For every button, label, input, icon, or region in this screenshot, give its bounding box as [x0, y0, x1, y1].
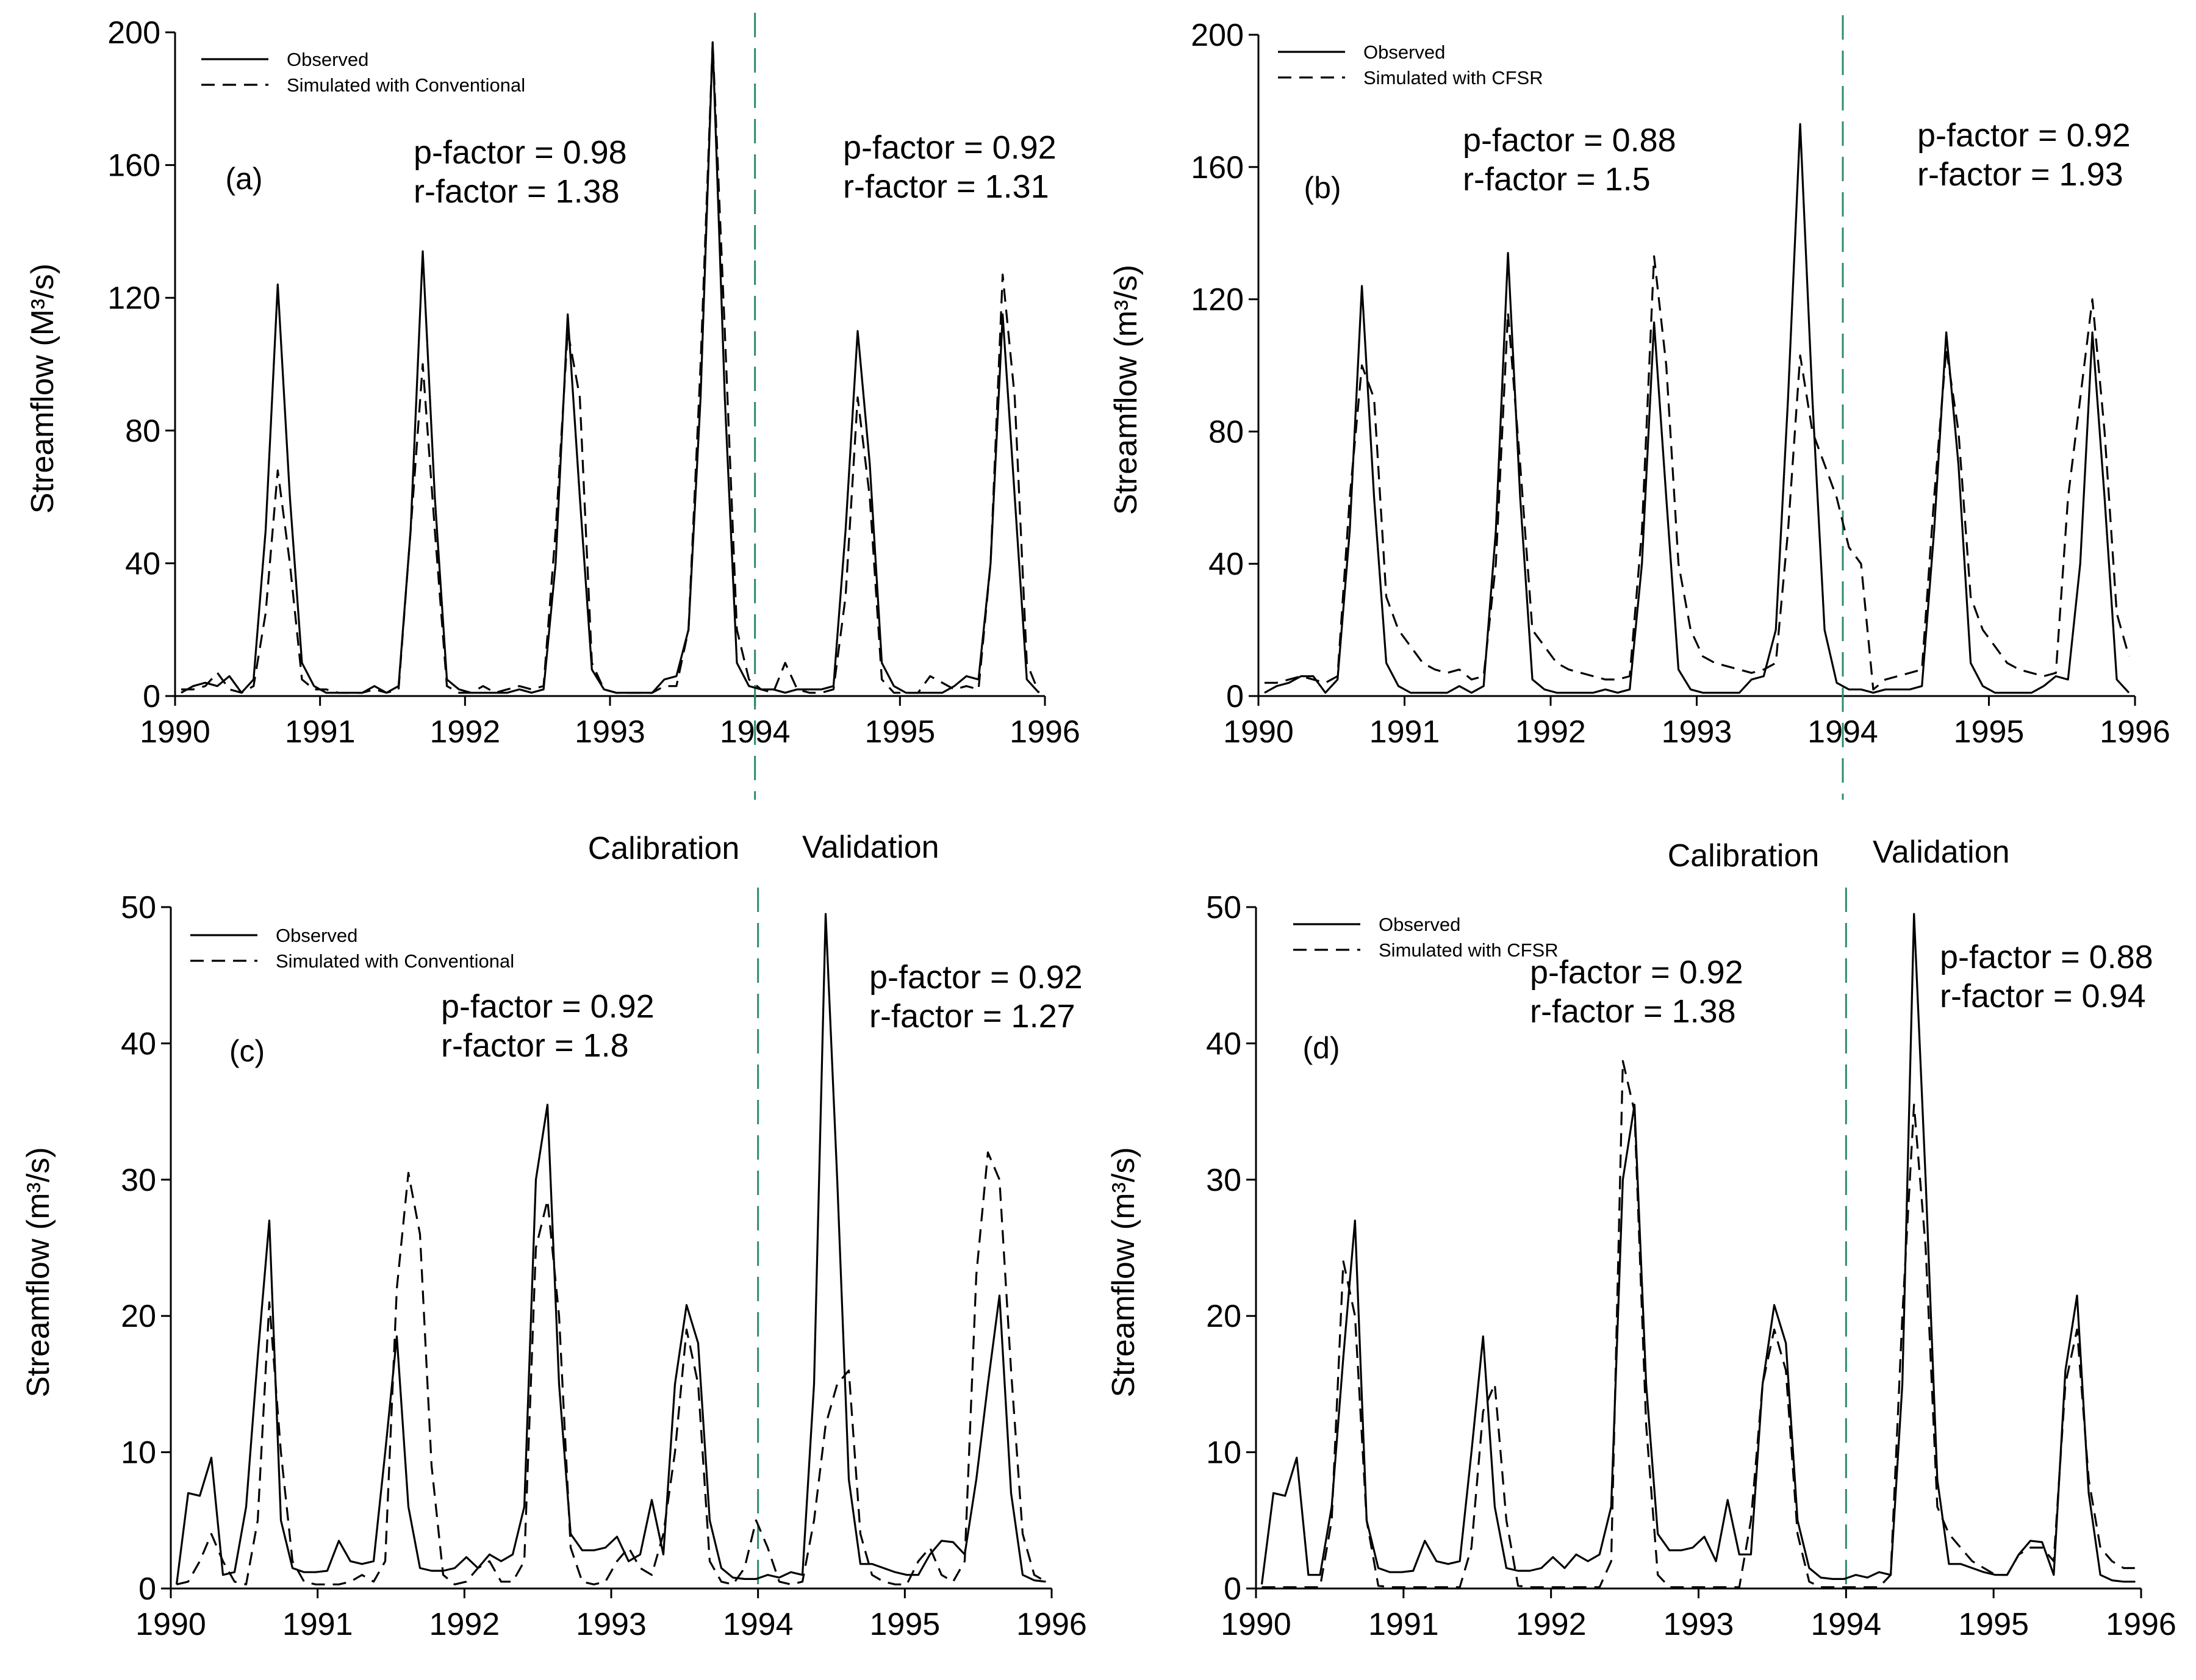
legend-simulated-label: Simulated with CFSR [1363, 67, 1543, 88]
calibration-p-factor: p-factor = 0.92 [441, 988, 655, 1025]
x-tick-label: 1996 [2106, 1607, 2176, 1642]
observed-series-line [175, 913, 1046, 1585]
validation-r-factor: r-factor = 1.31 [843, 168, 1049, 205]
y-axis-label: Streamflow (m³/s) [1108, 265, 1144, 515]
y-tick-label: 20 [121, 1299, 156, 1334]
panel-label: (c) [229, 1034, 265, 1068]
panel-label: (b) [1304, 171, 1341, 205]
y-tick-label: 200 [1191, 18, 1244, 53]
legend-observed-label: Observed [276, 925, 357, 946]
y-tick-label: 80 [125, 414, 160, 449]
calibration-heading: Calibration [588, 831, 740, 866]
simulated-series-line [181, 41, 1040, 694]
x-tick-label: 1995 [1958, 1607, 2029, 1642]
y-tick-label: 30 [1206, 1163, 1241, 1198]
x-tick-label: 1992 [429, 714, 500, 750]
observed-series-line [1260, 913, 2136, 1585]
y-tick-label: 10 [1206, 1435, 1241, 1471]
y-tick-label: 160 [107, 148, 160, 184]
y-tick-label: 160 [1191, 150, 1244, 185]
x-tick-label: 1992 [1515, 714, 1586, 750]
x-tick-label: 1996 [2100, 714, 2170, 750]
y-tick-label: 0 [143, 679, 160, 714]
y-tick-label: 40 [125, 546, 160, 581]
x-tick-label: 1991 [1369, 714, 1440, 750]
x-tick-label: 1995 [869, 1607, 940, 1642]
y-tick-label: 10 [121, 1435, 156, 1471]
validation-p-factor: p-factor = 0.88 [1940, 939, 2153, 975]
legend-simulated-label: Simulated with Conventional [276, 950, 514, 972]
validation-p-factor: p-factor = 0.92 [843, 129, 1057, 166]
calibration-r-factor: r-factor = 1.38 [1530, 993, 1736, 1030]
y-axis-label: Streamflow (M³/s) [25, 264, 60, 514]
y-tick-label: 0 [138, 1571, 156, 1607]
x-tick-label: 1991 [282, 1607, 353, 1642]
legend-observed-label: Observed [1363, 41, 1445, 63]
y-tick-label: 200 [107, 15, 160, 51]
calibration-p-factor: p-factor = 0.92 [1530, 954, 1743, 991]
x-tick-label: 1996 [1016, 1607, 1087, 1642]
validation-r-factor: r-factor = 1.93 [1917, 156, 2123, 193]
x-tick-label: 1992 [429, 1607, 500, 1642]
y-axis-label: Streamflow (m³/s) [21, 1147, 56, 1397]
y-tick-label: 40 [121, 1026, 156, 1061]
legend-simulated-label: Simulated with Conventional [287, 74, 525, 96]
legend-observed-label: Observed [1379, 914, 1460, 935]
legend-observed-label: Observed [287, 49, 368, 70]
y-tick-label: 120 [107, 281, 160, 316]
simulated-series-line [176, 1151, 1047, 1585]
y-tick-label: 50 [121, 890, 156, 925]
x-tick-label: 1990 [1223, 714, 1294, 750]
y-axis-label: Streamflow (m³/s) [1106, 1147, 1141, 1397]
y-tick-label: 40 [1206, 1026, 1241, 1061]
panel-d: 0 10 20 30 40 50 1990 1991 1992 1993 1994 1995 1996 S… [1106, 835, 2176, 1642]
observed-series-line [1264, 123, 2130, 694]
x-tick-label: 1996 [1010, 714, 1080, 750]
y-tick-label: 120 [1191, 282, 1244, 318]
x-tick-label: 1993 [1663, 1607, 1734, 1642]
legend-simulated-label: Simulated with CFSR [1379, 939, 1559, 961]
x-tick-label: 1993 [575, 714, 645, 750]
calibration-heading: Calibration [1668, 838, 1820, 874]
x-tick-label: 1991 [1368, 1607, 1439, 1642]
calibration-p-factor: p-factor = 0.88 [1463, 122, 1676, 159]
x-tick-label: 1993 [576, 1607, 647, 1642]
calibration-r-factor: r-factor = 1.5 [1463, 161, 1651, 198]
panel-label: (a) [225, 162, 262, 196]
panel-label: (d) [1302, 1031, 1340, 1065]
simulated-series-line [1265, 255, 2130, 691]
x-tick-label: 1994 [723, 1607, 794, 1642]
y-tick-label: 0 [1224, 1571, 1241, 1607]
simulated-series-line [1261, 1060, 2136, 1588]
x-tick-label: 1991 [285, 714, 356, 750]
x-tick-label: 1990 [140, 714, 210, 750]
x-tick-label: 1994 [1810, 1607, 1881, 1642]
validation-r-factor: r-factor = 0.94 [1940, 978, 2146, 1014]
x-tick-label: 1993 [1662, 714, 1732, 750]
calibration-r-factor: r-factor = 1.8 [441, 1027, 629, 1064]
y-tick-label: 20 [1206, 1299, 1241, 1334]
x-tick-label: 1992 [1516, 1607, 1587, 1642]
validation-heading: Validation [1873, 835, 2010, 870]
calibration-r-factor: r-factor = 1.38 [414, 173, 620, 210]
x-tick-label: 1990 [1221, 1607, 1291, 1642]
validation-p-factor: p-factor = 0.92 [869, 959, 1083, 996]
calibration-p-factor: p-factor = 0.98 [414, 134, 627, 171]
validation-heading: Validation [802, 830, 939, 865]
y-tick-label: 30 [121, 1163, 156, 1198]
validation-r-factor: r-factor = 1.27 [869, 998, 1075, 1035]
x-tick-label: 1995 [864, 714, 935, 750]
y-tick-label: 0 [1226, 679, 1244, 714]
x-tick-label: 1995 [1954, 714, 2025, 750]
y-tick-label: 40 [1208, 547, 1244, 582]
y-tick-label: 50 [1206, 890, 1241, 925]
x-tick-label: 1990 [135, 1607, 206, 1642]
validation-p-factor: p-factor = 0.92 [1917, 117, 2131, 154]
panel-c: 0 10 20 30 40 50 1990 1991 1992 1993 1994 1995 1996 S… [21, 830, 1087, 1642]
y-tick-label: 80 [1208, 414, 1244, 450]
